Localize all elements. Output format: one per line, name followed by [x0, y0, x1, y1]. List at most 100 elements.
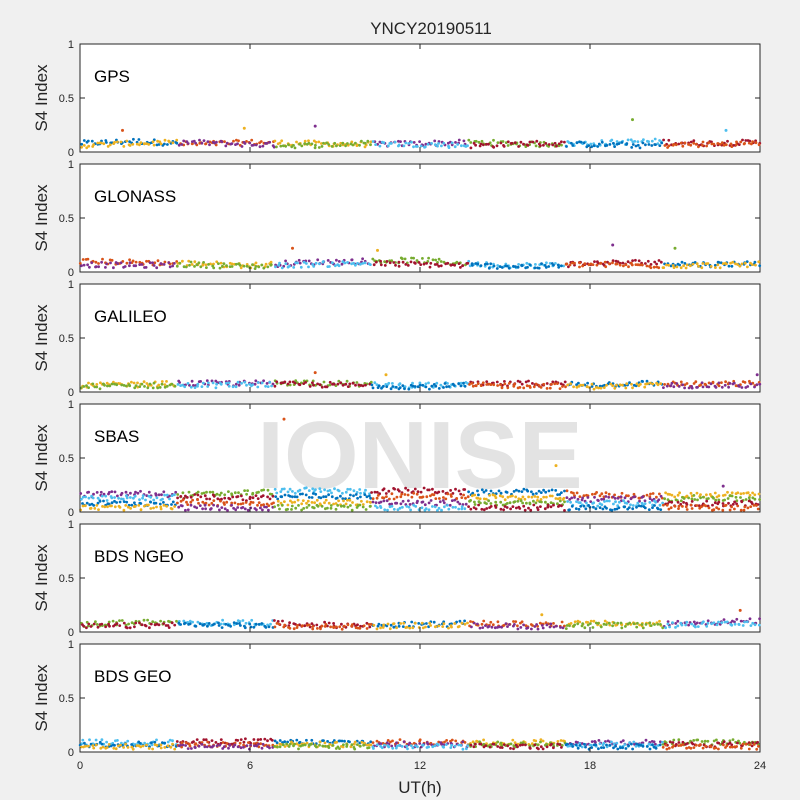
outlier-point: [242, 126, 246, 130]
data-point: [221, 747, 225, 750]
data-point: [301, 743, 305, 747]
data-point: [493, 626, 497, 630]
data-point: [630, 146, 634, 149]
data-point: [582, 494, 586, 498]
data-point: [418, 742, 422, 745]
data-point: [156, 386, 160, 390]
data-point: [421, 743, 425, 747]
data-point: [187, 490, 191, 494]
data-point: [127, 264, 131, 268]
data-point: [717, 507, 721, 511]
data-point: [682, 501, 685, 504]
data-point: [208, 490, 212, 494]
data-point: [641, 495, 645, 499]
data-point: [550, 382, 553, 386]
data-point: [684, 623, 688, 627]
data-point: [753, 385, 756, 389]
data-point: [500, 625, 503, 629]
data-point: [176, 496, 180, 500]
data-point: [293, 742, 296, 746]
data-point: [459, 492, 463, 496]
data-point: [278, 141, 282, 145]
data-point: [191, 498, 195, 502]
y-tick-label: 1: [68, 519, 74, 531]
data-point: [240, 381, 244, 385]
data-point: [196, 498, 200, 502]
y-tick-label: 0.5: [59, 453, 74, 465]
data-point: [382, 487, 386, 491]
data-point: [433, 143, 437, 147]
data-point: [616, 504, 620, 508]
data-point: [413, 487, 417, 491]
data-point: [670, 500, 674, 504]
data-point: [102, 142, 106, 146]
data-point: [585, 385, 589, 389]
data-point: [147, 490, 151, 494]
data-point: [692, 382, 696, 385]
data-point: [706, 621, 710, 625]
data-point: [469, 141, 473, 144]
data-point: [254, 261, 258, 265]
data-point: [545, 382, 549, 385]
data-point: [230, 501, 234, 505]
data-point: [591, 626, 595, 629]
data-point: [607, 499, 611, 503]
data-point: [141, 494, 145, 497]
data-point: [652, 265, 656, 269]
data-point: [648, 621, 652, 625]
data-point: [345, 743, 349, 746]
data-point: [609, 382, 613, 386]
data-point: [288, 383, 292, 387]
data-point: [599, 261, 603, 265]
data-point: [528, 747, 532, 750]
data-point: [170, 503, 173, 506]
data-point: [689, 143, 693, 147]
data-point: [658, 144, 662, 148]
data-point: [319, 627, 322, 631]
data-point: [384, 492, 388, 495]
data-point: [624, 263, 628, 267]
data-point: [441, 499, 445, 502]
data-point: [264, 626, 268, 629]
data-point: [584, 507, 588, 511]
data-point: [280, 266, 284, 270]
data-point: [132, 381, 136, 385]
data-point: [487, 142, 490, 146]
data-point: [741, 138, 744, 142]
data-point: [316, 504, 320, 508]
data-point: [597, 739, 601, 742]
data-point: [421, 495, 425, 499]
data-point: [483, 264, 487, 268]
data-point: [627, 744, 630, 748]
data-point: [502, 743, 506, 746]
data-point: [395, 495, 399, 499]
data-point: [637, 259, 641, 263]
data-point: [470, 382, 474, 385]
data-point: [368, 625, 372, 629]
data-point: [205, 745, 209, 749]
data-point: [107, 491, 111, 494]
data-point: [188, 744, 192, 748]
data-point: [168, 265, 172, 269]
data-point: [344, 382, 348, 386]
data-point: [615, 383, 618, 387]
data-point: [372, 623, 376, 627]
data-point: [175, 141, 179, 145]
data-point: [426, 742, 430, 746]
data-point: [234, 385, 238, 389]
data-point: [571, 144, 575, 147]
data-point: [352, 494, 355, 498]
data-point: [547, 265, 551, 268]
data-point: [501, 140, 505, 143]
data-point: [711, 503, 714, 507]
data-point: [536, 508, 540, 511]
data-point: [661, 745, 665, 749]
data-point: [649, 492, 652, 496]
data-point: [144, 624, 148, 628]
data-point: [743, 381, 747, 384]
data-point: [728, 739, 732, 743]
data-point: [298, 492, 302, 496]
data-point: [557, 263, 560, 267]
data-point: [82, 139, 86, 142]
